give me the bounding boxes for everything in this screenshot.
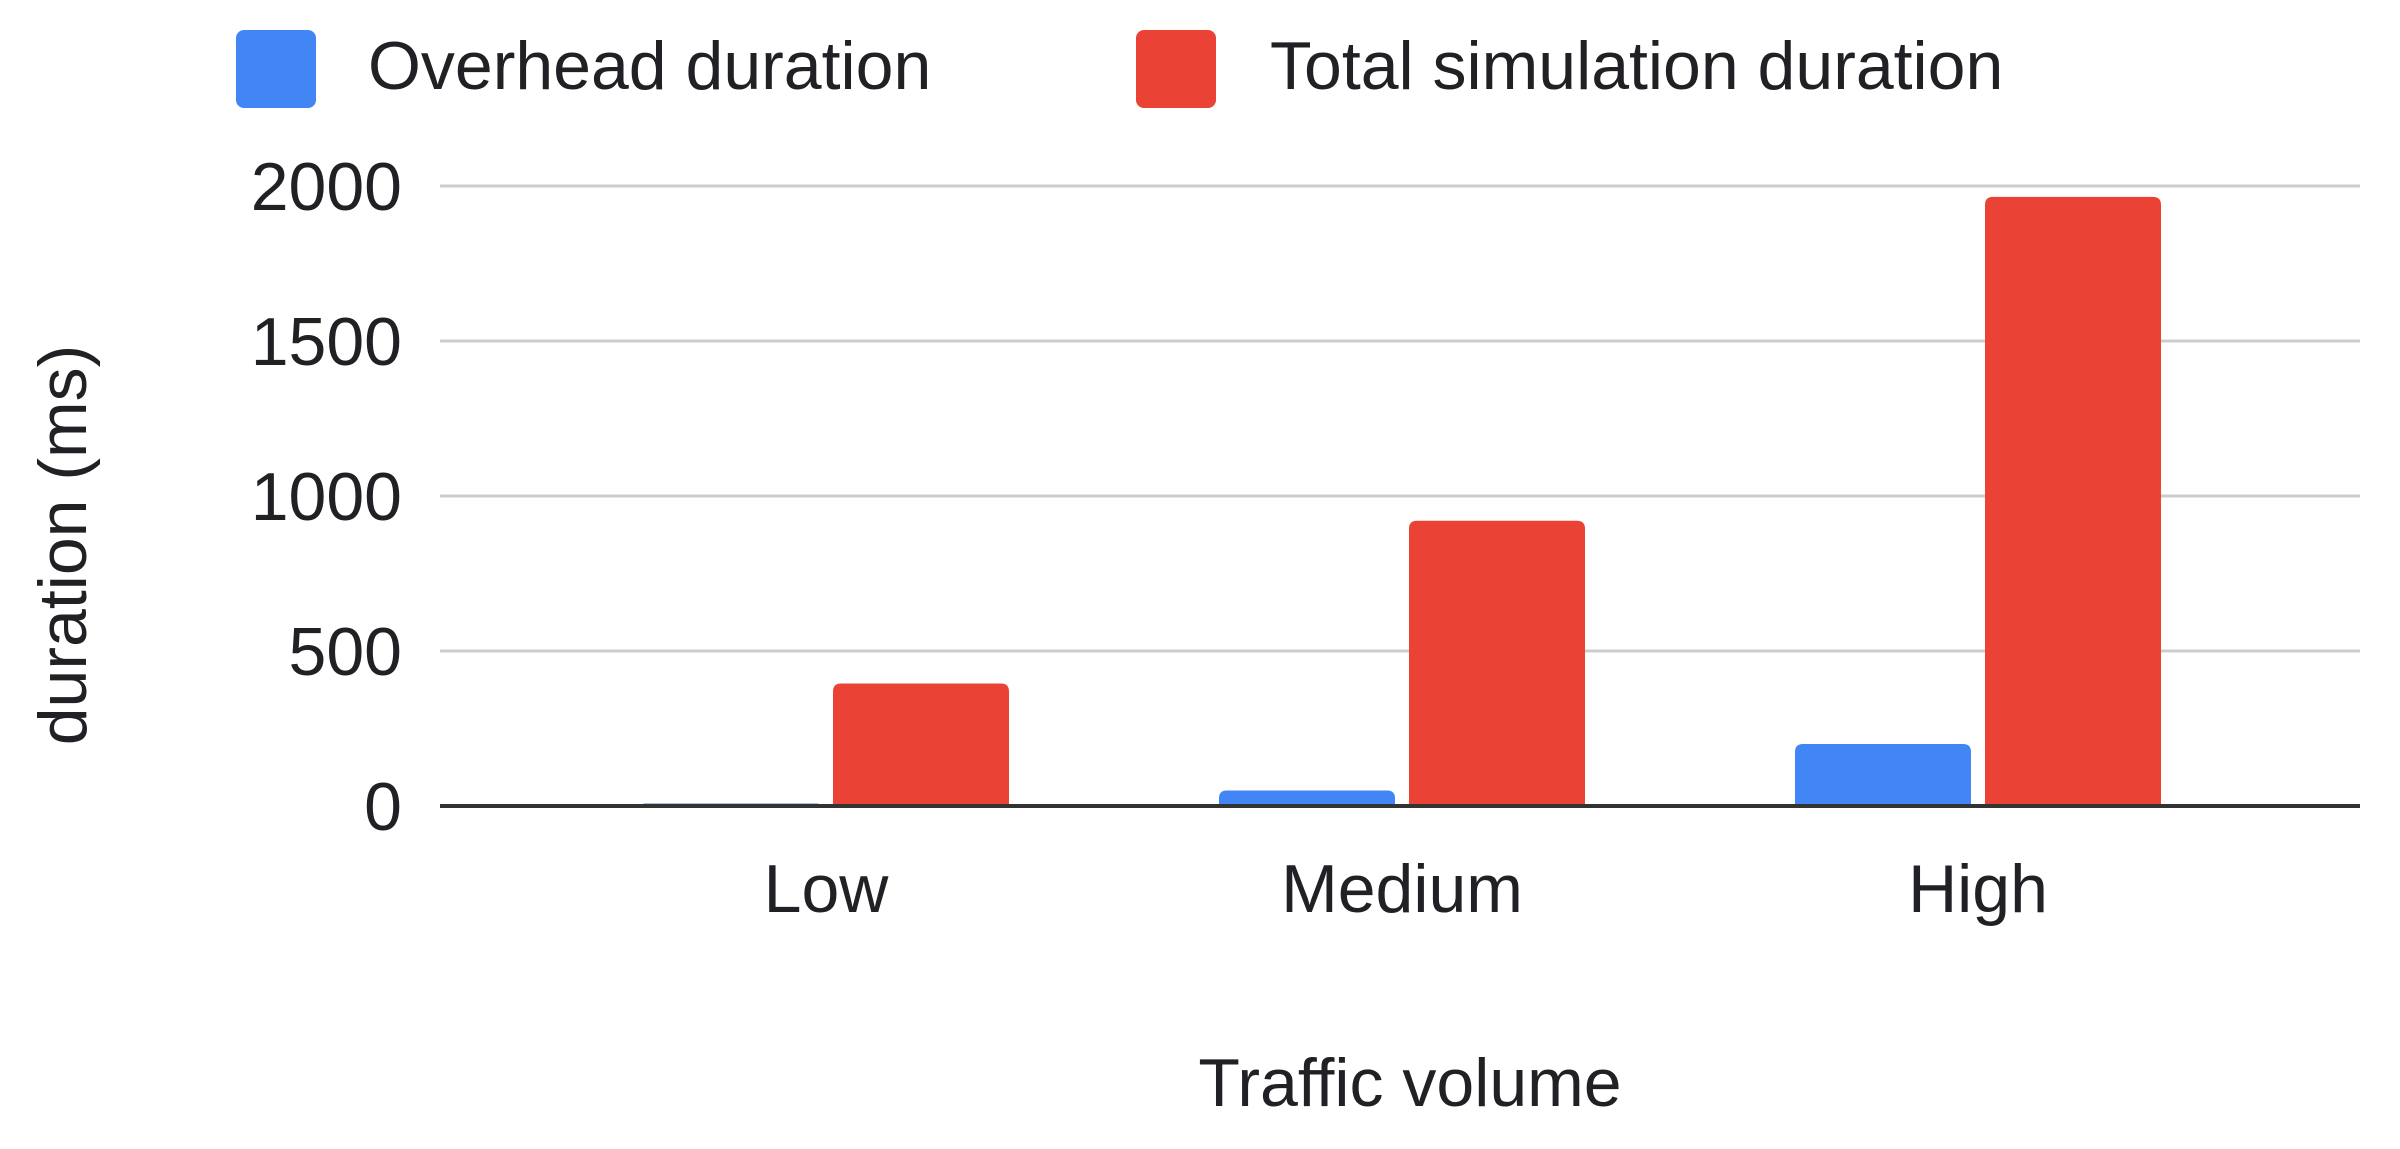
legend-label-overhead: Overhead duration: [368, 28, 931, 104]
legend-label-total: Total simulation duration: [1270, 28, 2003, 104]
y-axis-label: duration (ms): [25, 345, 101, 746]
legend: Overhead duration Total simulation durat…: [236, 28, 2003, 108]
y-tick-label: 500: [289, 614, 402, 690]
x-axis-label: Traffic volume: [1198, 1045, 1621, 1121]
legend-swatch-overhead: [236, 30, 316, 108]
bars: [643, 196, 2161, 807]
bar-total-high: [1985, 196, 2161, 807]
y-tick-label: 0: [364, 769, 402, 845]
bar-overhead-high: [1795, 744, 1971, 806]
bar-overhead-medium: [1219, 790, 1395, 806]
bar-total-low: [833, 683, 1009, 806]
y-tick-label: 1500: [251, 304, 402, 380]
bar-total-medium: [1409, 520, 1585, 806]
x-tick-label: Low: [764, 851, 890, 927]
x-axis-ticks: Low Medium High: [764, 851, 2048, 927]
y-tick-label: 2000: [251, 149, 402, 225]
legend-swatch-total: [1136, 30, 1216, 108]
y-tick-label: 1000: [251, 459, 402, 535]
x-tick-label: Medium: [1281, 851, 1523, 927]
y-axis-ticks: 0 500 1000 1500 2000: [251, 149, 402, 845]
x-tick-label: High: [1908, 851, 2048, 927]
